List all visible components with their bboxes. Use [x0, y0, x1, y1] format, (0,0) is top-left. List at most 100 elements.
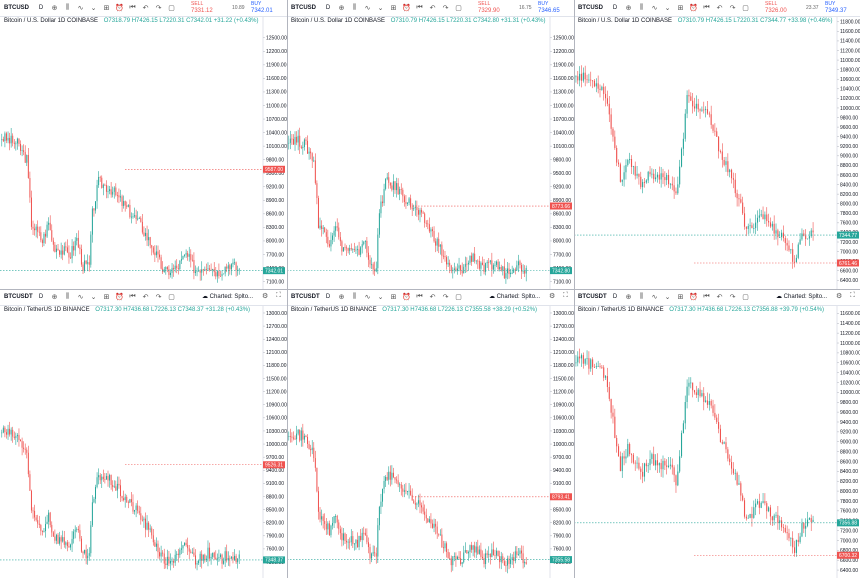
- candles-icon[interactable]: ⫼: [65, 4, 70, 11]
- interval-selector[interactable]: D: [38, 5, 44, 11]
- indicators-icon[interactable]: ∿: [651, 5, 658, 12]
- candles-icon[interactable]: ⫼: [639, 4, 644, 11]
- camera-icon[interactable]: ▢: [742, 5, 749, 12]
- camera-icon[interactable]: ▢: [168, 294, 175, 301]
- gear-icon[interactable]: ⚙: [262, 293, 269, 300]
- replay-icon[interactable]: ⏮: [129, 4, 136, 11]
- candles-icon[interactable]: ⫼: [65, 293, 70, 300]
- indicators-icon[interactable]: ∿: [651, 294, 658, 301]
- redo-icon[interactable]: ↷: [442, 294, 449, 301]
- interval-selector[interactable]: D: [612, 294, 618, 300]
- chart-panel-4[interactable]: 13000.00 12700.00 12400.00 12100.00 11800.00…: [0, 289, 287, 578]
- camera-icon[interactable]: ▢: [742, 294, 749, 301]
- gear-icon[interactable]: ⚙: [549, 293, 556, 300]
- replay-icon[interactable]: ⏮: [416, 4, 423, 11]
- indicators-dropdown-icon[interactable]: ⌄: [377, 5, 384, 12]
- compare-icon[interactable]: ⊕: [51, 294, 58, 301]
- candles-icon[interactable]: ⫼: [352, 4, 357, 11]
- compare-icon[interactable]: ⊕: [51, 5, 58, 12]
- sell-button[interactable]: SELL 7329.90: [478, 1, 500, 14]
- alert-icon[interactable]: ⏰: [402, 5, 411, 12]
- indicators-dropdown-icon[interactable]: ⌄: [90, 5, 97, 12]
- compare-icon[interactable]: ⊕: [625, 5, 632, 12]
- fullscreen-icon[interactable]: ⛶: [276, 292, 281, 299]
- symbol-search[interactable]: BTCUSD: [291, 5, 316, 11]
- undo-icon[interactable]: ↶: [716, 294, 723, 301]
- alert-icon[interactable]: ⏰: [402, 294, 411, 301]
- candles-icon[interactable]: ⫼: [639, 293, 644, 300]
- templates-icon[interactable]: ⊞: [103, 294, 110, 301]
- camera-icon[interactable]: ▢: [455, 294, 462, 301]
- alert-icon[interactable]: ⏰: [689, 5, 698, 12]
- undo-icon[interactable]: ↶: [429, 294, 436, 301]
- candlestick-chart[interactable]: 12500.0012200.0011900.0011600.0011300.00…: [0, 0, 287, 289]
- redo-icon[interactable]: ↷: [155, 5, 162, 12]
- interval-selector[interactable]: D: [38, 294, 44, 300]
- sell-button[interactable]: SELL 7326.00: [765, 1, 787, 14]
- buy-button[interactable]: BUY 7342.01: [251, 1, 273, 14]
- chart-panel-2[interactable]: 12500.00 12200.00 11900.00 11600.00 11300.00…: [287, 0, 574, 289]
- chart-panel-6[interactable]: 11600.00 11400.00 11200.00 11000.00 10800.00…: [574, 289, 860, 578]
- replay-icon[interactable]: ⏮: [416, 293, 423, 300]
- replay-icon[interactable]: ⏮: [703, 4, 710, 11]
- alert-icon[interactable]: ⏰: [115, 5, 124, 12]
- replay-icon[interactable]: ⏮: [129, 293, 136, 300]
- fullscreen-icon[interactable]: ⛶: [850, 292, 855, 299]
- undo-icon[interactable]: ↶: [142, 294, 149, 301]
- charted-by-label[interactable]: ☁ Charted: Splto...: [202, 294, 254, 300]
- indicators-icon[interactable]: ∿: [364, 294, 371, 301]
- chart-panel-1[interactable]: 12500.00 12200.00 11900.00 11600.00 11300.00…: [0, 0, 287, 289]
- interval-selector[interactable]: D: [325, 5, 331, 11]
- indicators-icon[interactable]: ∿: [77, 5, 84, 12]
- charted-by-label[interactable]: ☁ Charted: Splto...: [489, 294, 541, 300]
- templates-icon[interactable]: ⊞: [677, 5, 684, 12]
- candlestick-chart[interactable]: 11600.0011400.0011200.0011000.0010800.00…: [574, 289, 860, 578]
- replay-icon[interactable]: ⏮: [703, 293, 710, 300]
- indicators-dropdown-icon[interactable]: ⌄: [377, 294, 384, 301]
- symbol-search[interactable]: BTCUSDT: [578, 294, 607, 300]
- candlestick-chart[interactable]: 11800.0011600.0011400.0011200.0011000.00…: [574, 0, 860, 289]
- undo-icon[interactable]: ↶: [142, 5, 149, 12]
- indicators-dropdown-icon[interactable]: ⌄: [664, 294, 671, 301]
- charted-by-label[interactable]: ☁ Charted: Splto...: [776, 294, 828, 300]
- symbol-search[interactable]: BTCUSD: [4, 5, 29, 11]
- redo-icon[interactable]: ↷: [729, 294, 736, 301]
- undo-icon[interactable]: ↶: [429, 5, 436, 12]
- indicators-icon[interactable]: ∿: [364, 5, 371, 12]
- fullscreen-icon[interactable]: ⛶: [563, 292, 568, 299]
- candlestick-chart[interactable]: 13000.0012700.0012400.0012100.0011800.00…: [287, 289, 574, 578]
- camera-icon[interactable]: ▢: [455, 5, 462, 12]
- symbol-search[interactable]: BTCUSDT: [4, 294, 33, 300]
- chart-panel-5[interactable]: 13000.00 12700.00 12400.00 12100.00 11800.00…: [287, 289, 574, 578]
- compare-icon[interactable]: ⊕: [625, 294, 632, 301]
- redo-icon[interactable]: ↷: [155, 294, 162, 301]
- symbol-search[interactable]: BTCUSD: [578, 5, 603, 11]
- alert-icon[interactable]: ⏰: [689, 294, 698, 301]
- templates-icon[interactable]: ⊞: [677, 294, 684, 301]
- interval-selector[interactable]: D: [612, 5, 618, 11]
- sell-button[interactable]: SELL 7331.12: [191, 1, 213, 14]
- compare-icon[interactable]: ⊕: [338, 5, 345, 12]
- gear-icon[interactable]: ⚙: [836, 293, 843, 300]
- indicators-icon[interactable]: ∿: [77, 294, 84, 301]
- buy-button[interactable]: BUY 7349.37: [825, 1, 847, 14]
- indicators-dropdown-icon[interactable]: ⌄: [664, 5, 671, 12]
- candles-icon[interactable]: ⫼: [352, 293, 357, 300]
- interval-selector[interactable]: D: [325, 294, 331, 300]
- templates-icon[interactable]: ⊞: [103, 5, 110, 12]
- buy-button[interactable]: BUY 7346.65: [538, 1, 560, 14]
- alert-icon[interactable]: ⏰: [115, 294, 124, 301]
- redo-icon[interactable]: ↷: [729, 5, 736, 12]
- undo-icon[interactable]: ↶: [716, 5, 723, 12]
- redo-icon[interactable]: ↷: [442, 5, 449, 12]
- panel-divider[interactable]: [0, 289, 860, 290]
- candlestick-chart[interactable]: 12500.0012200.0011900.0011600.0011300.00…: [287, 0, 574, 289]
- templates-icon[interactable]: ⊞: [390, 294, 397, 301]
- chart-panel-3[interactable]: 11800.00 11600.00 11400.00 11200.00 11000.00…: [574, 0, 860, 289]
- camera-icon[interactable]: ▢: [168, 5, 175, 12]
- candlestick-chart[interactable]: 13000.0012700.0012400.0012100.0011800.00…: [0, 289, 287, 578]
- templates-icon[interactable]: ⊞: [390, 5, 397, 12]
- compare-icon[interactable]: ⊕: [338, 294, 345, 301]
- symbol-search[interactable]: BTCUSDT: [291, 294, 320, 300]
- indicators-dropdown-icon[interactable]: ⌄: [90, 294, 97, 301]
